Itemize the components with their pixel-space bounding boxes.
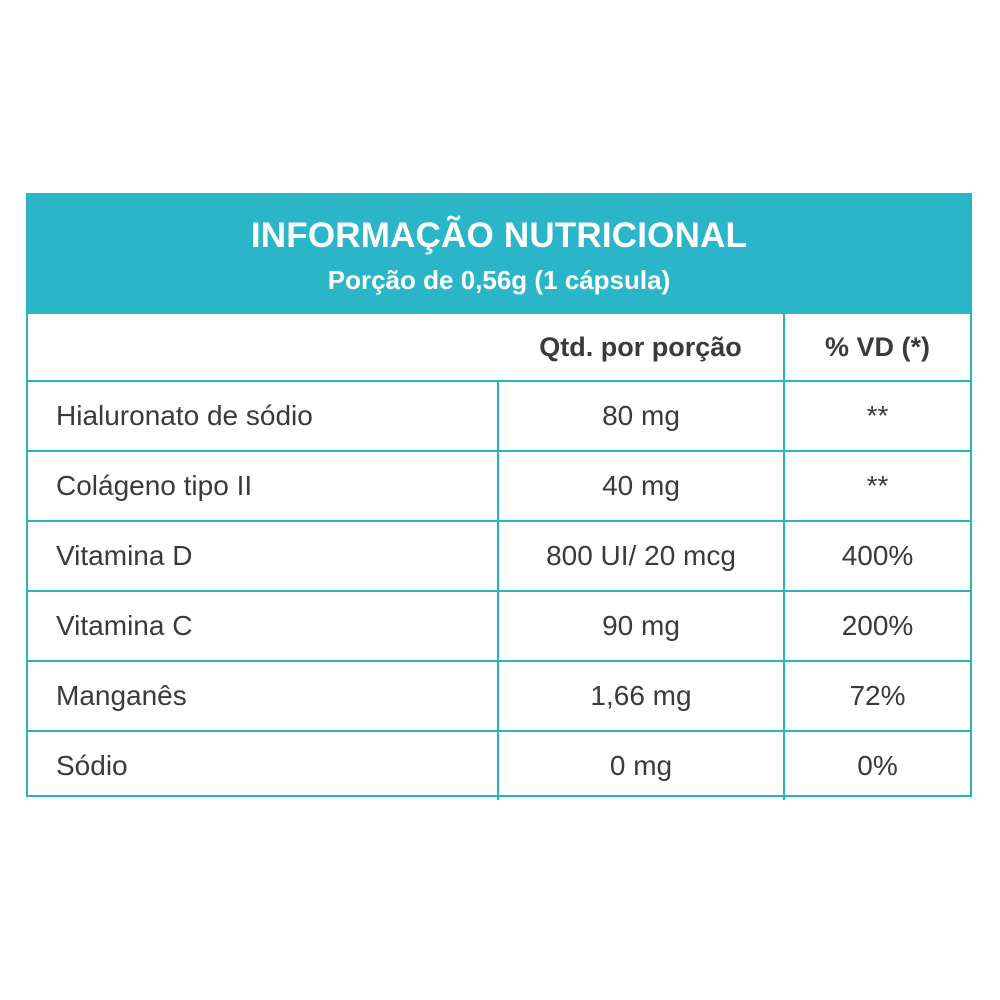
nutrition-table: Qtd. por porção % VD (*) Hialuronato de … xyxy=(28,314,970,800)
nutrient-quantity: 90 mg xyxy=(497,590,785,662)
table-row: Vitamina C 90 mg 200% xyxy=(28,590,970,662)
nutrition-title: INFORMAÇÃO NUTRICIONAL xyxy=(250,216,748,255)
nutrition-facts-panel: INFORMAÇÃO NUTRICIONAL Porção de 0,56g (… xyxy=(26,193,972,800)
table-header-row: Qtd. por porção % VD (*) xyxy=(28,314,970,382)
table-row: Vitamina D 800 UI/ 20 mcg 400% xyxy=(28,520,970,592)
nutrient-quantity: 800 UI/ 20 mcg xyxy=(497,520,785,592)
table-row: Manganês 1,66 mg 72% xyxy=(28,660,970,732)
nutrient-daily-value: 0% xyxy=(783,730,970,800)
column-header-nutrient xyxy=(28,314,498,382)
table-row: Hialuronato de sódio 80 mg ** xyxy=(28,380,970,452)
nutrient-daily-value: 200% xyxy=(783,590,970,662)
nutrient-daily-value: 72% xyxy=(783,660,970,732)
nutrient-daily-value: ** xyxy=(783,450,970,522)
nutrient-daily-value: ** xyxy=(783,380,970,452)
nutrient-name: Hialuronato de sódio xyxy=(28,380,499,452)
nutrient-name: Vitamina D xyxy=(28,520,499,592)
nutrition-header: INFORMAÇÃO NUTRICIONAL Porção de 0,56g (… xyxy=(28,195,970,314)
nutrient-quantity: 1,66 mg xyxy=(497,660,785,732)
nutrient-name: Vitamina C xyxy=(28,590,499,662)
serving-size: Porção de 0,56g (1 cápsula) xyxy=(327,265,671,295)
nutrient-name: Colágeno tipo II xyxy=(28,450,499,522)
table-row: Colágeno tipo II 40 mg ** xyxy=(28,450,970,522)
table-row: Sódio 0 mg 0% xyxy=(28,730,970,800)
nutrient-quantity: 0 mg xyxy=(497,730,785,800)
nutrient-quantity: 80 mg xyxy=(497,380,785,452)
column-header-quantity: Qtd. por porção xyxy=(498,314,785,382)
nutrient-name: Sódio xyxy=(28,730,499,800)
nutrient-quantity: 40 mg xyxy=(497,450,785,522)
nutrient-daily-value: 400% xyxy=(783,520,970,592)
nutrient-name: Manganês xyxy=(28,660,499,732)
column-header-daily-value: % VD (*) xyxy=(783,314,970,382)
